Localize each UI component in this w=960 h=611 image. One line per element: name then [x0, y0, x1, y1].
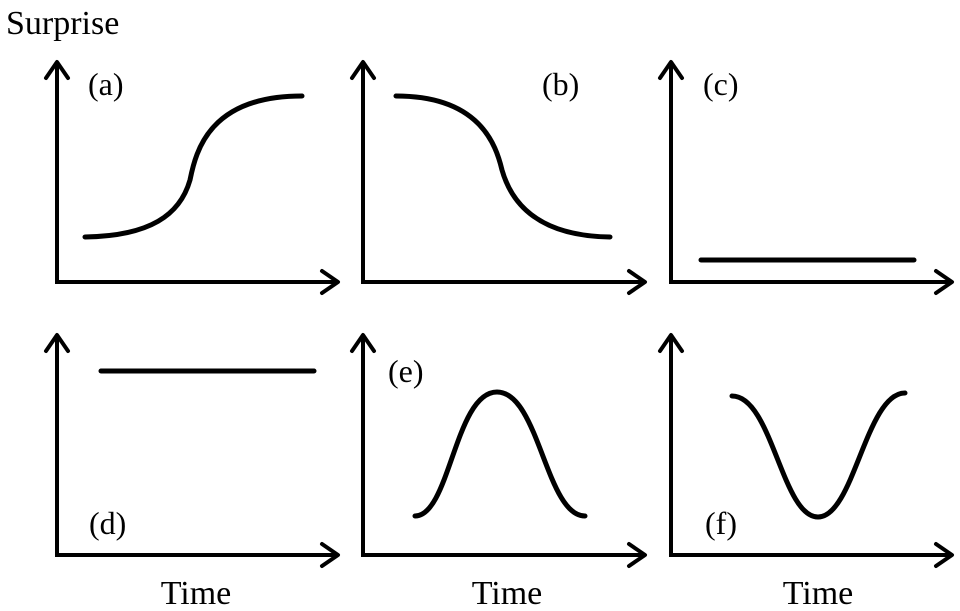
x-axis-title-right: Time	[783, 575, 854, 611]
x-axis-title-left: Time	[161, 575, 232, 611]
panel-d-y-arrow	[44, 333, 70, 353]
panel-e-y-arrow	[350, 333, 376, 353]
panel-d: (d)	[44, 333, 340, 568]
panel-d-x-arrow	[320, 542, 340, 568]
panel-b-y-arrow	[350, 60, 376, 80]
panel-f-curve	[729, 390, 908, 520]
panel-b-label: (b)	[542, 66, 579, 102]
y-axis-title: Surprise	[6, 5, 119, 42]
panel-c-x-arrow	[934, 269, 954, 295]
panel-f-label: (f)	[705, 505, 737, 541]
panel-f: (f)	[658, 333, 954, 568]
panel-a-curve	[82, 93, 305, 240]
panel-b-x-arrow	[627, 269, 647, 295]
panel-e-curve	[412, 389, 588, 519]
panel-f-x-arrow	[934, 542, 954, 568]
x-axis-title-middle: Time	[472, 575, 543, 611]
panel-b-curve	[393, 93, 613, 240]
panel-c-y-arrow	[658, 60, 684, 80]
panel-b: (b)	[350, 60, 647, 295]
panel-d-label: (d)	[89, 505, 126, 541]
panel-f-y-arrow	[658, 333, 684, 353]
panel-a-label: (a)	[88, 66, 124, 102]
panel-a-y-arrow	[44, 60, 70, 80]
panel-e: (e)	[350, 333, 647, 568]
panel-c: (c)	[658, 60, 954, 295]
panel-a: (a)	[44, 60, 340, 295]
panel-a-x-arrow	[320, 269, 340, 295]
panel-e-x-arrow	[627, 542, 647, 568]
panel-e-label: (e)	[388, 353, 424, 389]
panel-c-label: (c)	[703, 66, 739, 102]
